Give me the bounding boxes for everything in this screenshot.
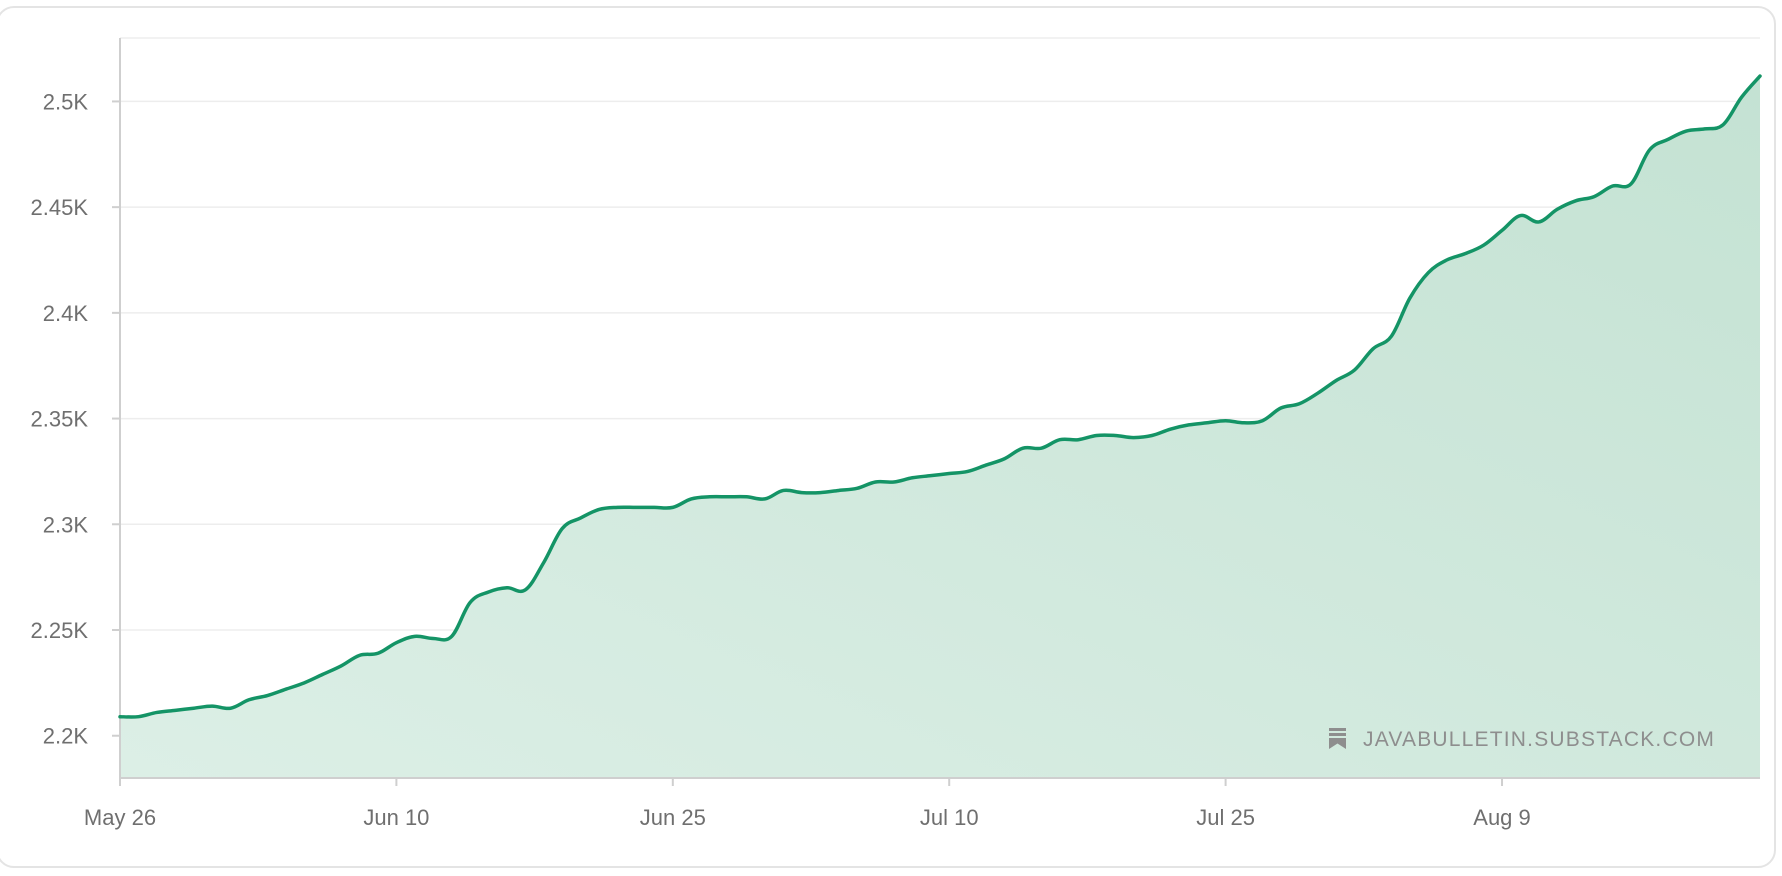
y-tick-label: 2.4K (43, 301, 89, 326)
x-tick-label: Jul 25 (1196, 805, 1255, 830)
y-tick-label: 2.35K (31, 407, 89, 432)
y-tick-label: 2.25K (31, 618, 89, 643)
y-tick-labels: 2.2K 2.25K 2.3K 2.35K 2.4K 2.45K 2.5K (31, 89, 120, 749)
y-tick-label: 2.45K (31, 195, 89, 220)
series-line (118, 74, 1762, 719)
x-tick-label: Jun 25 (640, 805, 706, 830)
area-fill (120, 76, 1760, 778)
x-tick-labels: May 26 Jun 10 Jun 25 Jul 10 Jul 25 Aug 9 (84, 778, 1531, 830)
watermark: JAVABULLETIN.SUBSTACK.COM (1329, 728, 1715, 751)
y-tick-label: 2.5K (43, 89, 89, 114)
watermark-text: JAVABULLETIN.SUBSTACK.COM (1363, 728, 1715, 751)
y-tick-label: 2.3K (43, 512, 89, 537)
x-tick-label: Jul 10 (920, 805, 979, 830)
x-tick-label: Jun 10 (363, 805, 429, 830)
bookmark-icon (1329, 728, 1346, 749)
x-tick-label: May 26 (84, 805, 156, 830)
y-tick-label: 2.2K (43, 724, 89, 749)
axes (119, 38, 1760, 784)
x-tick-label: Aug 9 (1473, 805, 1531, 830)
